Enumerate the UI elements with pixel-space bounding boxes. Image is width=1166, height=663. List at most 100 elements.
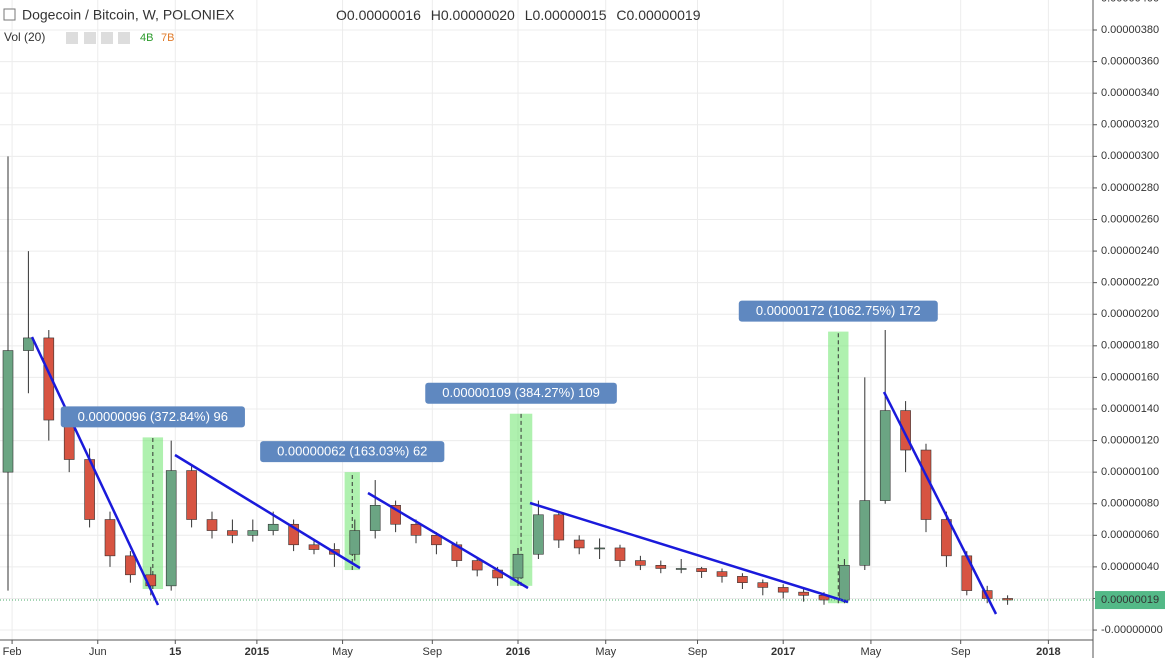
y-tick-label: 0.00000360	[1101, 55, 1159, 67]
candle-body	[43, 337, 55, 421]
x-tick-label: 2018	[1036, 646, 1060, 658]
icon[interactable]	[101, 32, 113, 44]
measure-box	[142, 437, 164, 589]
y-tick-label: -0.00000000	[1101, 624, 1163, 636]
candle-body	[512, 553, 524, 579]
collapse-icon[interactable]	[3, 8, 16, 21]
x-tick-label: May	[861, 646, 882, 658]
x-tick-label: 2015	[245, 646, 269, 658]
c-label: C	[616, 7, 626, 23]
measure-label-box	[425, 382, 617, 404]
candle-body	[247, 530, 259, 536]
y-tick-label: 0.00000160	[1101, 371, 1159, 383]
trendline	[174, 453, 361, 570]
candle-body	[308, 544, 320, 550]
measure-label: 0.00000172 (1062.75%) 172	[756, 303, 921, 318]
candle-body	[879, 410, 891, 501]
candle-body	[614, 547, 626, 561]
measure-label-box	[60, 406, 245, 428]
candle-body	[1002, 598, 1013, 601]
trendline	[30, 336, 160, 606]
y-tick-label: 0.00000240	[1101, 245, 1159, 257]
candle-body	[2, 350, 14, 473]
y-tick-label: 0.00000080	[1101, 498, 1159, 510]
last-price-tag	[1095, 591, 1165, 610]
y-tick-label: 0.00000320	[1101, 119, 1159, 131]
candle-body	[757, 582, 769, 588]
measure-label-box	[260, 441, 445, 463]
x-tick-label: May	[332, 646, 353, 658]
candle-body	[267, 523, 279, 531]
candle-body	[696, 568, 707, 572]
candle-body	[716, 571, 728, 577]
candle-body	[390, 505, 401, 525]
measure-label-box	[738, 300, 938, 322]
measure-label: 0.00000062 (163.03%) 62	[277, 444, 427, 459]
candle-body	[777, 587, 789, 593]
trendline	[882, 391, 998, 615]
candle-body	[165, 470, 177, 587]
icon[interactable]	[66, 32, 78, 44]
x-tick-label: 2016	[506, 646, 530, 658]
volume-value: 4B	[140, 32, 153, 44]
y-tick-label: 0.00000200	[1101, 308, 1159, 320]
candle-body	[573, 539, 585, 549]
x-tick-label: 2017	[771, 646, 795, 658]
y-tick-label: 0.00000280	[1101, 182, 1159, 194]
measure-labels: 0.00000096 (372.84%) 96 0.00000062 (163.0…	[60, 300, 938, 463]
candle-body	[471, 560, 483, 571]
h-value: 0.00000020	[441, 7, 515, 23]
candle-body	[533, 514, 544, 555]
y-tick-label: 0.00000340	[1101, 87, 1159, 99]
symbol-title: Dogecoin / Bitcoin, W, POLONIEX	[22, 7, 235, 23]
o-value: 0.00000016	[347, 7, 421, 23]
candle-body	[125, 555, 136, 576]
volume-label: Vol (20)	[4, 30, 45, 44]
candle-body	[410, 523, 422, 536]
candle-body	[227, 530, 238, 536]
candle-body	[594, 547, 605, 550]
candle-body	[900, 410, 911, 451]
y-tick-label: 0.00000060	[1101, 529, 1159, 541]
candle-body	[737, 576, 748, 583]
y-tick-label: 0.00000300	[1101, 150, 1159, 162]
candle-body	[941, 519, 952, 557]
icon[interactable]	[118, 32, 130, 44]
measure-label: 0.00000096 (372.84%) 96	[78, 409, 228, 424]
candle-body	[104, 519, 116, 557]
y-tick-label: 0.00000120	[1101, 434, 1159, 446]
candle-body	[431, 535, 442, 546]
c-value: 0.00000019	[627, 7, 701, 23]
x-tick-label: Feb	[3, 646, 22, 658]
y-tick-label: 0.00000260	[1101, 213, 1159, 225]
icon[interactable]	[84, 32, 96, 44]
x-tick-label: Sep	[951, 646, 971, 658]
y-tick-label: 0.00000040	[1101, 561, 1159, 573]
candles	[2, 156, 1013, 605]
candle-body	[553, 514, 565, 541]
candle-body	[349, 530, 361, 555]
measures	[142, 331, 849, 604]
trendlines	[30, 336, 998, 615]
x-tick-label: Sep	[423, 646, 443, 658]
indicator-icons[interactable]	[66, 32, 130, 44]
ohlc-label: O0.00000016 H0.00000020 L0.00000015 C0.0…	[336, 7, 701, 23]
last-price-label: 0.00000019	[1101, 594, 1159, 606]
h-label: H	[431, 7, 441, 23]
x-tick-label: Sep	[688, 646, 708, 658]
x-tick-label: Jun	[89, 646, 107, 658]
trendline	[367, 491, 529, 590]
y-tick-label: 0.00000220	[1101, 277, 1159, 289]
candle-body	[675, 568, 687, 570]
candle-body	[288, 523, 299, 546]
x-tick-label: 15	[169, 646, 181, 658]
y-tick-label: 0.00000380	[1101, 24, 1159, 36]
candle-body	[186, 470, 197, 520]
candle-body	[635, 560, 646, 566]
candle-body	[655, 565, 667, 569]
candle-body	[798, 591, 809, 596]
candle-body	[859, 500, 871, 566]
l-value: 0.00000015	[533, 7, 607, 23]
